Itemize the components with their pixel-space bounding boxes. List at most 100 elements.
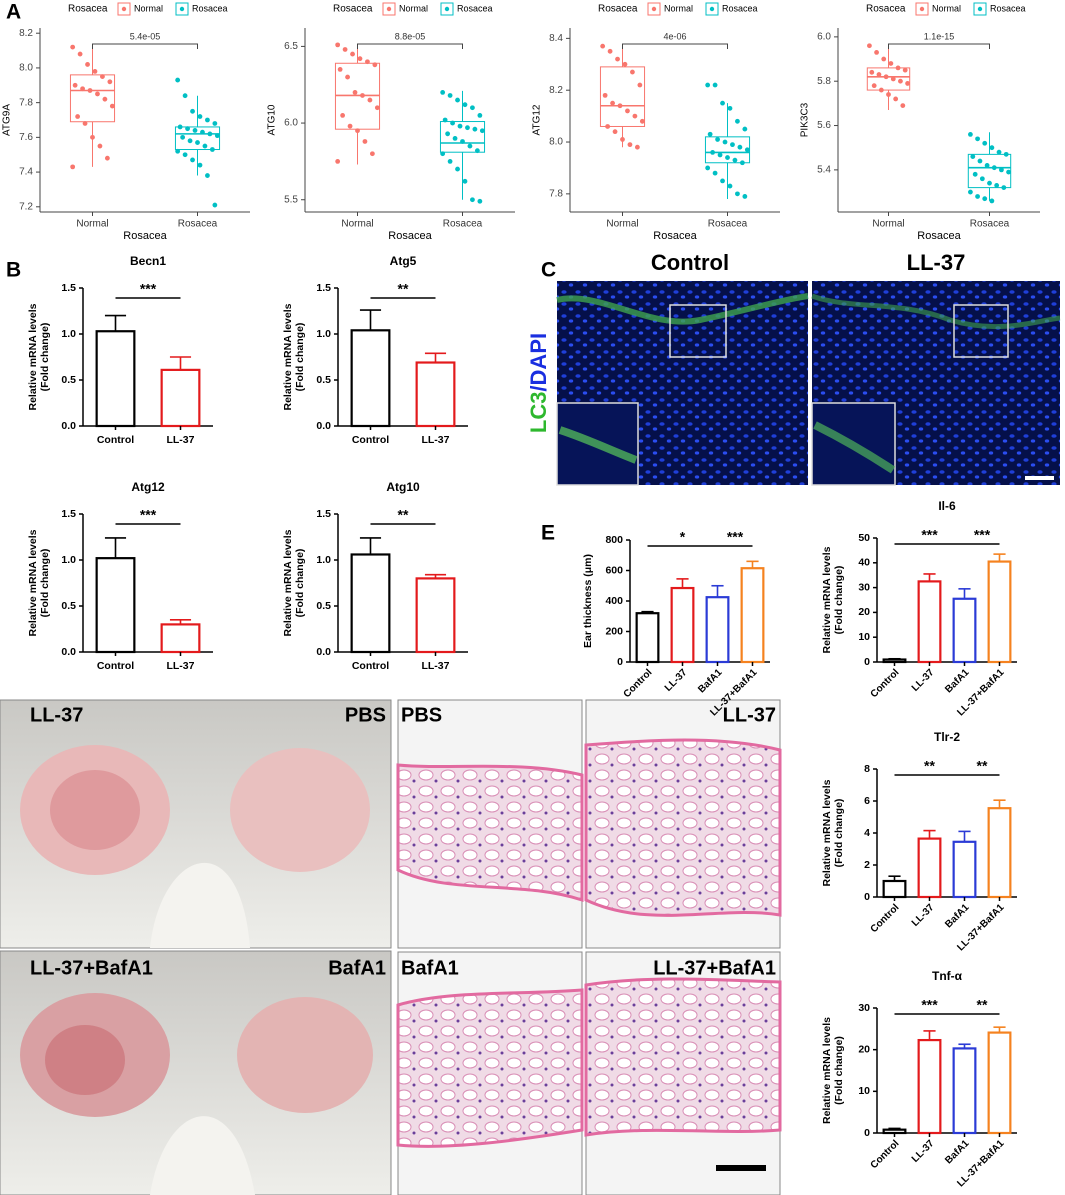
point: [355, 128, 360, 134]
bar: [350, 553, 391, 654]
point: [175, 77, 181, 83]
point: [994, 182, 1000, 188]
point: [107, 79, 113, 85]
p-value: 8.8e-05: [395, 31, 426, 41]
legend-label: Rosacea: [722, 3, 758, 13]
point: [90, 134, 95, 140]
legend-label: Rosacea: [990, 3, 1026, 13]
point: [70, 164, 76, 170]
point: [350, 51, 355, 57]
y-tick-label: 8.0: [549, 137, 563, 148]
point: [462, 178, 468, 184]
x-tick-label: Normal: [606, 219, 638, 230]
point: [182, 152, 188, 158]
y-axis-label: Relative mRNA levels: [821, 1017, 833, 1124]
point: [450, 120, 455, 126]
bar: [917, 837, 942, 899]
chart-title: Atg10: [386, 480, 420, 494]
point: [452, 136, 458, 141]
chart-title: Atg5: [390, 254, 417, 268]
point: [725, 155, 730, 160]
significance: ***: [727, 529, 744, 545]
point: [895, 65, 901, 71]
point: [209, 147, 215, 152]
x-tick-label: Normal: [872, 219, 904, 230]
legend-label: Normal: [932, 3, 961, 13]
legend-swatch: [440, 2, 454, 16]
point: [874, 49, 879, 55]
point: [972, 171, 978, 177]
bar: [670, 586, 695, 664]
point: [742, 194, 748, 199]
point: [712, 82, 718, 88]
point: [605, 124, 611, 129]
y-tick-label: 5.8: [817, 76, 831, 87]
y-tick-label: 0.5: [316, 600, 331, 612]
x-tick-label: Normal: [341, 219, 373, 230]
legend-title: Rosacea: [866, 4, 906, 15]
point: [455, 166, 460, 172]
legend-swatch: [117, 2, 131, 16]
x-tick-label: LL-37: [166, 660, 194, 672]
point: [982, 196, 988, 202]
point: [440, 90, 446, 95]
point: [82, 121, 88, 126]
y-axis-label: Relative mRNA levels: [27, 303, 39, 410]
y-tick-label: 6.5: [284, 41, 298, 52]
y-axis-label: (Fold change): [833, 799, 845, 868]
point: [104, 155, 110, 161]
y-axis-label: (Fold change): [39, 549, 51, 618]
point: [80, 86, 85, 92]
legend-label: Rosacea: [457, 3, 493, 13]
bar: [705, 596, 730, 664]
point: [984, 163, 990, 168]
bracket: [357, 43, 463, 49]
point: [369, 151, 375, 157]
point: [622, 61, 628, 67]
point: [712, 170, 718, 176]
legend-dot: [919, 6, 925, 12]
point: [100, 74, 105, 80]
x-tick-label: Control: [352, 434, 389, 446]
box: [439, 121, 486, 153]
y-tick-label: 8: [864, 763, 870, 775]
x-tick-label: BafA1: [943, 902, 972, 931]
point: [97, 143, 103, 149]
point: [881, 56, 887, 62]
point: [612, 129, 618, 135]
point: [205, 117, 210, 123]
photo-label: LL-37: [30, 704, 83, 726]
y-axis-label: Ear thickness (μm): [582, 554, 594, 648]
y-tick-label: 7.6: [19, 132, 33, 143]
point: [979, 176, 985, 182]
legend-label: Rosacea: [192, 3, 228, 13]
point: [1001, 185, 1007, 191]
y-tick-label: 0.0: [316, 420, 331, 432]
legend-label: Normal: [399, 3, 428, 13]
x-tick-label: LL-37: [663, 667, 690, 694]
point: [720, 178, 725, 184]
point: [987, 180, 992, 186]
y-tick-label: 0.5: [61, 374, 76, 386]
y-tick-label: 0.5: [61, 600, 76, 612]
point: [878, 87, 884, 93]
bar: [160, 623, 201, 654]
y-tick-label: 0.5: [316, 374, 331, 386]
y-tick-label: 1.5: [61, 508, 76, 520]
point: [617, 103, 623, 109]
point: [460, 139, 465, 144]
x-tick-label: Rosacea: [443, 219, 483, 230]
p-value: 5.4e-05: [130, 31, 161, 41]
significance: ***: [921, 997, 938, 1013]
y-tick-label: 20: [858, 1043, 870, 1055]
point: [335, 159, 341, 164]
point: [637, 82, 643, 88]
bar: [952, 597, 977, 664]
p-value: 1.1e-15: [924, 31, 955, 41]
bracket: [92, 43, 198, 49]
point: [352, 90, 358, 95]
point: [335, 42, 341, 48]
y-tick-label: 50: [858, 532, 870, 544]
bar: [882, 879, 907, 899]
point: [102, 96, 108, 102]
